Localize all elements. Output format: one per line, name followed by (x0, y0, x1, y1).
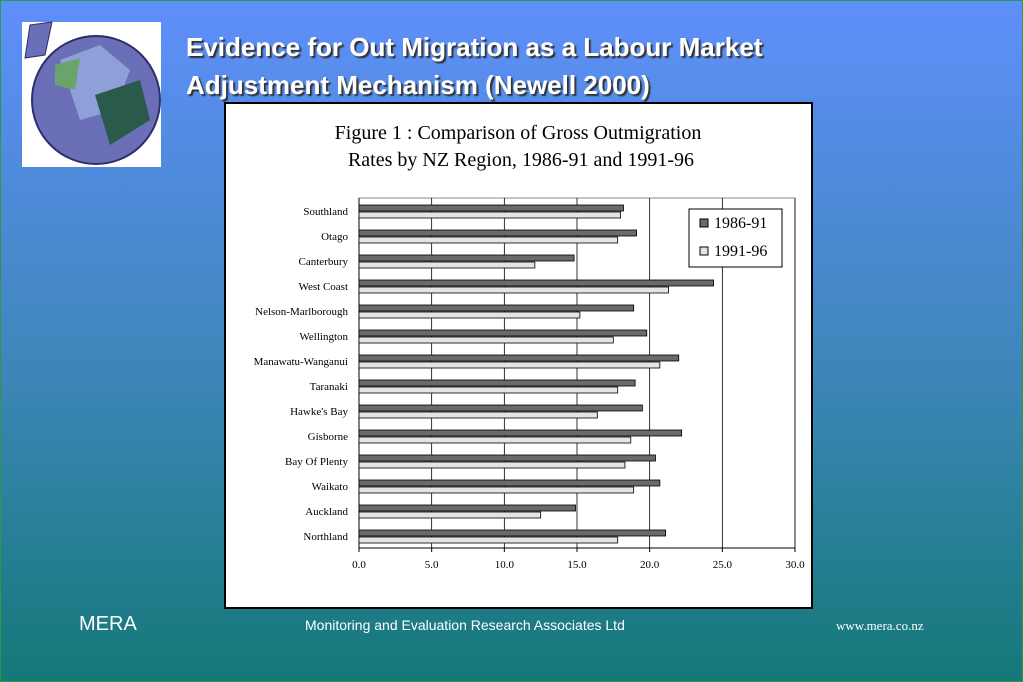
bar (358, 204, 624, 212)
y-tick-label: West Coast (298, 281, 348, 293)
bar (358, 361, 661, 369)
bar (358, 211, 622, 219)
x-tick-label: 20.0 (640, 559, 660, 571)
y-tick-label: Northland (303, 531, 348, 543)
bar (358, 379, 636, 387)
legend-label: 1986-91 (714, 215, 767, 232)
bar (358, 336, 614, 344)
legend-label: 1991-96 (714, 243, 767, 260)
bar (358, 504, 576, 512)
bar (358, 429, 683, 437)
bar (358, 279, 715, 287)
legend-swatch (699, 218, 709, 228)
slide-title: Adjustment Mechanism (Newell 2000) (186, 70, 650, 100)
bar (358, 329, 648, 337)
y-tick-label: Auckland (305, 506, 348, 518)
bar (358, 404, 643, 412)
footer-center: Monitoring and Evaluation Research Assoc… (305, 617, 625, 633)
y-tick-label: Gisborne (308, 431, 348, 443)
footer-left: MERA (79, 613, 137, 635)
bar (358, 354, 680, 362)
x-tick-label: 5.0 (425, 559, 439, 571)
bar (358, 486, 635, 494)
x-tick-label: 0.0 (352, 559, 366, 571)
footer-right: www.mera.co.nz (836, 618, 924, 633)
y-tick-label: Waikato (312, 481, 349, 493)
y-tick-label: Bay Of Plenty (285, 456, 348, 468)
x-tick-label: 30.0 (785, 559, 805, 571)
bar (358, 236, 619, 244)
bar (358, 461, 626, 469)
bar (358, 386, 619, 394)
bar (358, 411, 598, 419)
y-tick-label: Canterbury (299, 256, 349, 268)
bar (358, 454, 656, 462)
bar (358, 261, 536, 269)
bar (358, 311, 581, 319)
bar (358, 436, 632, 444)
y-tick-label: Manawatu-Wanganui (254, 356, 348, 368)
plot: 0.0 5.0 10.0 15.0 20.0 25.0 30.0 Southland Otago… (254, 197, 805, 571)
legend-swatch (699, 246, 709, 256)
bar (358, 286, 669, 294)
y-tick-label: Southland (303, 206, 348, 218)
globe-logo (22, 21, 161, 167)
bar (358, 511, 542, 519)
bar (358, 304, 635, 312)
bar (358, 536, 619, 544)
slide-title: Evidence for Out Migration as a Labour M… (186, 32, 763, 62)
chart-title: Rates by NZ Region, 1986-91 and 1991-96 (348, 149, 694, 171)
bar (358, 529, 667, 537)
y-tick-label: Wellington (299, 331, 348, 343)
bar (358, 229, 637, 237)
x-tick-label: 10.0 (495, 559, 515, 571)
y-tick-label: Taranaki (310, 381, 348, 393)
bar (358, 479, 661, 487)
chart-title: Figure 1 : Comparison of Gross Outmigrat… (335, 122, 702, 144)
y-tick-label: Otago (321, 231, 348, 243)
y-tick-label: Nelson-Marlborough (255, 306, 348, 318)
x-tick-label: 15.0 (567, 559, 587, 571)
bar (358, 254, 575, 262)
x-tick-label: 25.0 (713, 559, 733, 571)
y-tick-label: Hawke's Bay (290, 406, 348, 418)
